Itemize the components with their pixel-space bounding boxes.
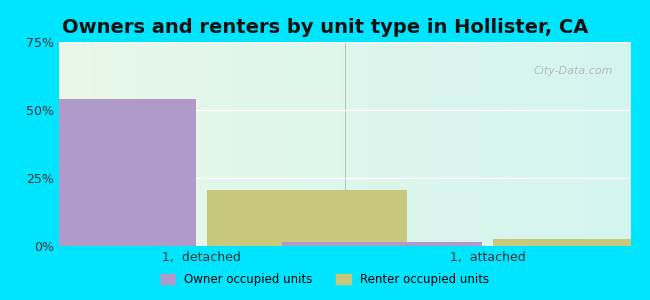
Bar <box>493 239 650 246</box>
Legend: Owner occupied units, Renter occupied units: Owner occupied units, Renter occupied un… <box>156 269 494 291</box>
Bar <box>0 99 196 246</box>
Text: Owners and renters by unit type in Hollister, CA: Owners and renters by unit type in Holli… <box>62 18 588 37</box>
Bar <box>207 190 408 246</box>
Text: City-Data.com: City-Data.com <box>534 67 614 76</box>
Bar <box>281 242 482 246</box>
